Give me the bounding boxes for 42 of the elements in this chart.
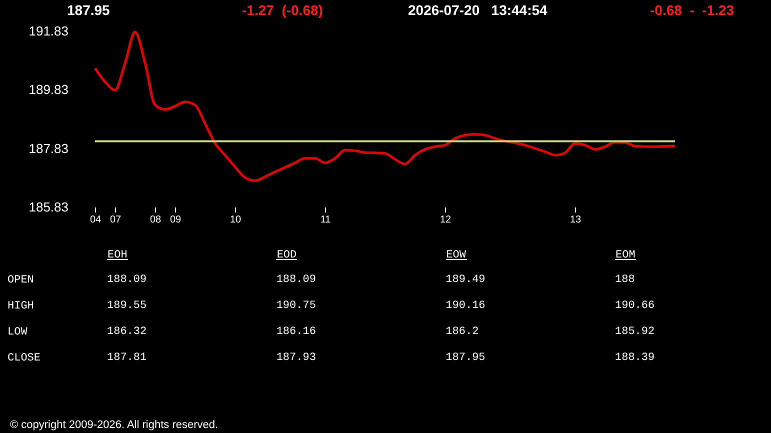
data-label: 188.09: [107, 274, 147, 286]
y-tick-label: 187.83: [28, 140, 68, 156]
data-label: 187.93: [276, 352, 316, 364]
y-tick-label: 189.83: [28, 82, 68, 98]
x-tick-label: 12: [440, 214, 452, 226]
data-label: 190.75: [276, 300, 316, 312]
data-label: 188.09: [276, 274, 316, 286]
y-tick-label: 185.83: [28, 200, 68, 214]
x-tick-label: EOH: [108, 250, 128, 262]
x-tick-label: 13: [570, 214, 582, 226]
data-label: 189.55: [107, 300, 147, 312]
y-tick-label: OPEN: [8, 274, 34, 286]
text: 2026-07-20 13:44:54: [408, 2, 548, 18]
text: -1.27 (-0.68): [242, 2, 323, 18]
text: © copyright 2009-2026. All rights reserved.: [10, 419, 218, 431]
y-tick-label: LOW: [8, 326, 28, 338]
data-label: 188.39: [615, 352, 655, 364]
y-tick-label: 191.83: [28, 24, 68, 38]
x-tick-label: EOM: [616, 250, 636, 262]
x-tick-label: 09: [170, 214, 182, 226]
data-label: 187.95: [446, 352, 486, 364]
chart-title: 187.95: [67, 2, 110, 18]
text: -0.68 - -1.23: [650, 2, 734, 18]
x-tick-label: EOW: [446, 250, 466, 262]
data-label: 186.16: [276, 326, 316, 338]
data-label: 190.66: [615, 300, 655, 312]
y-tick-label: HIGH: [8, 300, 34, 312]
data-label: 187.81: [107, 352, 148, 364]
data-label: 185.92: [615, 326, 655, 338]
data-label: 188: [615, 274, 635, 286]
x-tick-label: EOD: [276, 250, 298, 262]
x-tick-label: 08: [150, 214, 162, 226]
x-tick-label: 07: [110, 214, 122, 226]
x-tick-label: 11: [320, 214, 332, 226]
x-tick-label: 10: [230, 214, 242, 226]
data-label: 189.49: [446, 274, 486, 286]
data-label: 186.32: [107, 326, 147, 338]
data-label: 190.16: [446, 300, 486, 312]
line-series: [94, 30, 676, 182]
x-tick-label: 04: [90, 214, 102, 226]
y-tick-label: CLOSE: [8, 352, 41, 364]
data-label: 186.2: [446, 326, 479, 338]
